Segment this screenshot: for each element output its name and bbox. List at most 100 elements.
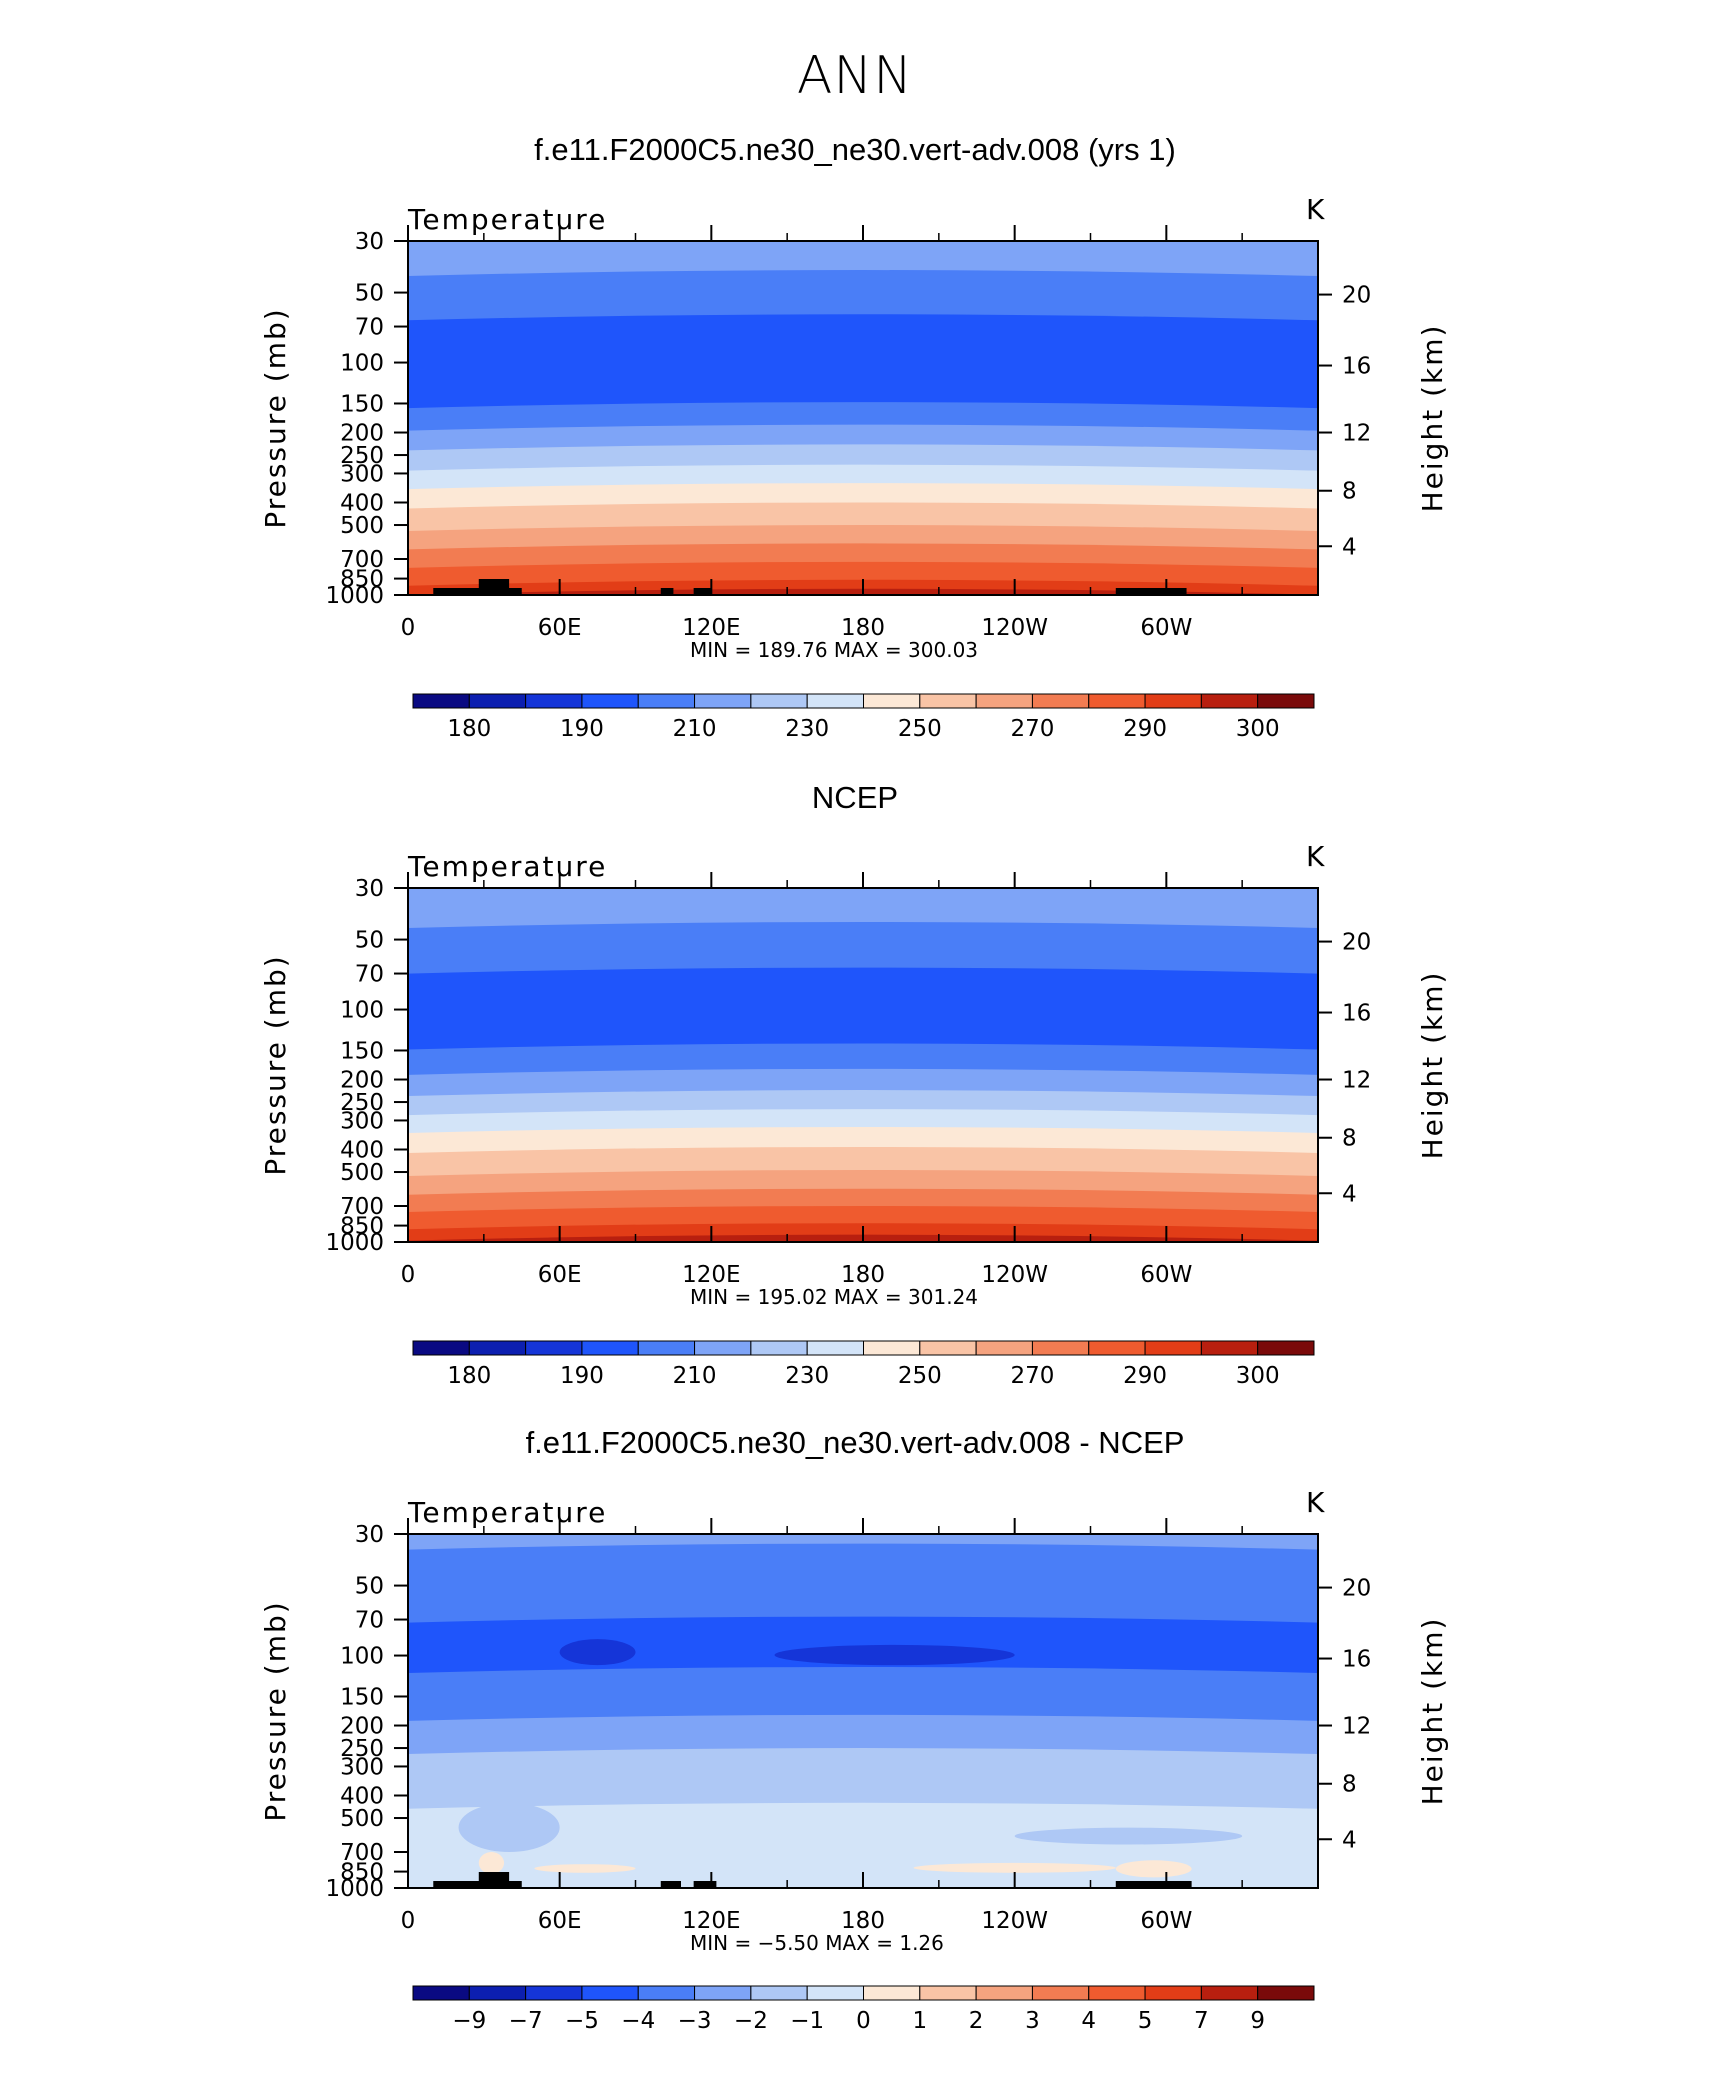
y-tick-label: 250 xyxy=(340,443,384,469)
colorbar-label: −3 xyxy=(678,2008,712,2034)
colorbar-label: 190 xyxy=(560,1363,604,1389)
terrain-mask xyxy=(478,1872,510,1888)
colorbar-swatch xyxy=(1257,693,1315,709)
x-tick-label: 60W xyxy=(1140,1908,1192,1934)
colorbar-swatch xyxy=(412,693,470,709)
min-max-stats: MIN = 189.76 MAX = 300.03 xyxy=(690,638,978,662)
terrain-mask xyxy=(478,579,510,595)
contour-field xyxy=(408,1534,1318,1888)
colorbar-swatch xyxy=(863,1340,921,1356)
y-tick-label: 400 xyxy=(340,1137,384,1163)
y-tick-label: 300 xyxy=(340,461,384,487)
y2-tick-label: 20 xyxy=(1342,1576,1371,1602)
colorbar-swatch xyxy=(468,693,527,709)
colorbar-label: 210 xyxy=(673,716,717,742)
colorbar-label: 270 xyxy=(1010,716,1054,742)
contour-patch xyxy=(913,1862,1116,1873)
y2-tick-label: 4 xyxy=(1342,534,1357,560)
y-tick-label: 200 xyxy=(340,1714,384,1740)
contour-field xyxy=(408,888,1318,1242)
colorbar-swatch xyxy=(525,1985,583,2001)
y2-tick-label: 4 xyxy=(1342,1827,1357,1853)
colorbar: −9 −7 −5 −4 −3 −2 −1 0 1 2 3 4 5 7 9 xyxy=(412,1985,1315,2034)
x-tick-label: 180 xyxy=(841,1908,885,1934)
colorbar-label: 250 xyxy=(898,716,942,742)
colorbar-swatch xyxy=(1200,1340,1259,1356)
y-tick-label: 70 xyxy=(355,962,384,988)
y-tick-label: 150 xyxy=(340,391,384,417)
colorbar-swatch xyxy=(806,1340,864,1356)
colorbar-swatch xyxy=(750,693,808,709)
y-tick-label: 100 xyxy=(340,1644,384,1670)
colorbar-swatch xyxy=(975,1985,1033,2001)
colorbar-label: 0 xyxy=(856,2008,871,2034)
y-tick-label: 850 xyxy=(340,1860,384,1886)
colorbar-swatch xyxy=(1031,693,1090,709)
panel-2: NCEP Temperature K 0 60E 120E 180 120W 60W 30 50 70… xyxy=(259,780,1449,1389)
colorbar-label: 230 xyxy=(785,716,829,742)
colorbar-swatch xyxy=(750,1340,808,1356)
y-tick-label: 250 xyxy=(340,1736,384,1762)
colorbar-swatch xyxy=(468,1985,527,2001)
y2-tick-label: 16 xyxy=(1342,1647,1371,1673)
y2-tick-label: 8 xyxy=(1342,1772,1357,1798)
colorbar-label: 230 xyxy=(785,1363,829,1389)
colorbar-swatch xyxy=(694,1985,752,2001)
colorbar-swatch xyxy=(1144,693,1202,709)
y2-axis-label: Height (km) xyxy=(1416,1617,1449,1806)
colorbar-swatch xyxy=(1257,1340,1315,1356)
y-tick-label: 500 xyxy=(340,1806,384,1832)
colorbar-label: 180 xyxy=(447,716,491,742)
x-tick-label: 120E xyxy=(682,1908,740,1934)
contour-patch xyxy=(774,1644,1015,1666)
terrain-mask xyxy=(1115,1881,1192,1888)
units-label: K xyxy=(1306,1486,1326,1519)
panel-title: NCEP xyxy=(812,780,898,815)
y-tick-label: 50 xyxy=(355,1574,384,1600)
y-axis-label: Pressure (mb) xyxy=(259,954,292,1175)
colorbar-swatch xyxy=(1200,1985,1259,2001)
x-tick-label: 0 xyxy=(401,1262,416,1288)
x-tick-label: 0 xyxy=(401,615,416,641)
x-tick-label: 120W xyxy=(981,1908,1048,1934)
y-tick-label: 150 xyxy=(340,1038,384,1064)
colorbar-swatch xyxy=(750,1985,808,2001)
x-tick-label: 60E xyxy=(538,1908,582,1934)
colorbar-swatch xyxy=(1088,1985,1146,2001)
x-tick-label: 180 xyxy=(841,615,885,641)
y-tick-label: 400 xyxy=(340,1783,384,1809)
colorbar-label: 9 xyxy=(1250,2008,1265,2034)
x-tick-label: 60W xyxy=(1140,615,1192,641)
y2-tick-label: 12 xyxy=(1342,1714,1371,1740)
figure-title: ANN xyxy=(796,46,914,106)
y2-tick-label: 8 xyxy=(1342,479,1357,505)
colorbar-swatch xyxy=(806,693,864,709)
colorbar-label: 290 xyxy=(1123,716,1167,742)
colorbar-swatch xyxy=(525,693,583,709)
colorbar-swatch xyxy=(525,1340,583,1356)
contour-patch xyxy=(559,1639,636,1666)
contour-patch xyxy=(1115,1860,1192,1878)
y-tick-label: 500 xyxy=(340,513,384,539)
colorbar-label: −9 xyxy=(452,2008,486,2034)
colorbar-swatch xyxy=(468,1340,527,1356)
colorbar-swatch xyxy=(863,1985,921,2001)
contour-patch xyxy=(458,1802,560,1852)
y-tick-label: 50 xyxy=(355,281,384,307)
colorbar-swatch xyxy=(1088,1340,1146,1356)
y2-tick-label: 8 xyxy=(1342,1126,1357,1152)
x-tick-label: 60E xyxy=(538,615,582,641)
colorbar-swatch xyxy=(1088,693,1146,709)
colorbar-label: −7 xyxy=(509,2008,543,2034)
y2-tick-label: 12 xyxy=(1342,421,1371,447)
y-tick-label: 1000 xyxy=(325,1230,384,1256)
y-tick-label: 30 xyxy=(355,229,384,255)
colorbar-label: 300 xyxy=(1236,716,1280,742)
colorbar-label: 290 xyxy=(1123,1363,1167,1389)
terrain-mask xyxy=(433,1881,515,1888)
colorbar-swatch xyxy=(919,693,977,709)
colorbar-swatch xyxy=(1200,693,1259,709)
colorbar-swatch xyxy=(1031,1340,1090,1356)
colorbar-label: −4 xyxy=(621,2008,655,2034)
